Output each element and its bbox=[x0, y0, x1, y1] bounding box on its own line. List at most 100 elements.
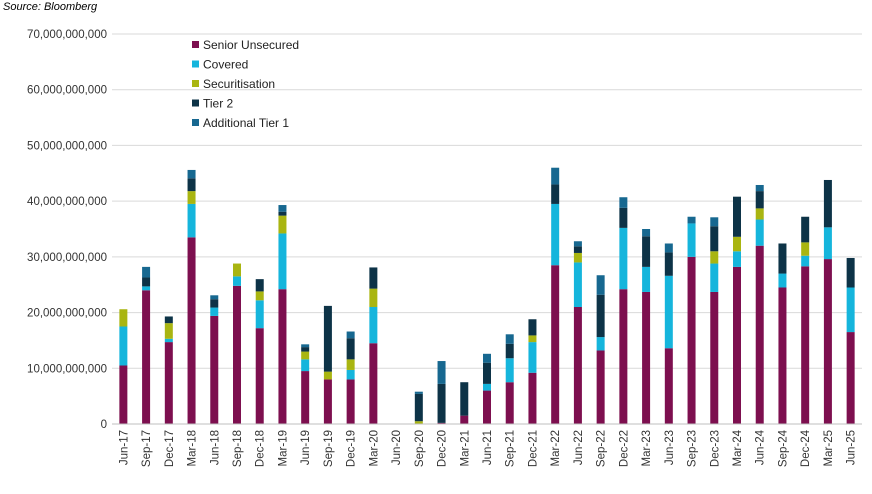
bar-segment bbox=[846, 257, 855, 288]
bar-segment bbox=[619, 207, 628, 228]
bar-segment bbox=[255, 279, 264, 292]
x-tick-label: Jun-19 bbox=[300, 430, 312, 465]
bar-segment bbox=[346, 331, 355, 339]
x-tick-label: Jun-22 bbox=[573, 430, 585, 465]
bar-segment bbox=[573, 246, 582, 253]
bar-segment bbox=[573, 262, 582, 307]
bar-segment bbox=[460, 415, 469, 424]
bar-segment bbox=[710, 291, 719, 424]
bar-segment bbox=[369, 307, 378, 344]
x-tick-label: Jun-17 bbox=[118, 430, 130, 465]
bar-segment bbox=[733, 266, 741, 424]
bar-segment bbox=[323, 379, 332, 424]
bar-segment bbox=[278, 233, 287, 290]
bar-segment bbox=[369, 267, 378, 289]
legend-swatch bbox=[192, 119, 199, 126]
bar-segment bbox=[801, 266, 810, 424]
bar-segment bbox=[755, 191, 764, 209]
bar-segment bbox=[301, 359, 310, 372]
bar-segment bbox=[142, 266, 151, 278]
bar-segment bbox=[437, 422, 446, 424]
x-tick-label: Dec-19 bbox=[346, 430, 358, 467]
bar-segment bbox=[710, 226, 719, 252]
bar-segment bbox=[755, 245, 764, 424]
bar-segment bbox=[823, 227, 832, 260]
bar-segment bbox=[142, 290, 151, 424]
bar-segment bbox=[119, 365, 128, 424]
bar-segment bbox=[778, 273, 787, 288]
x-tick-label: Sep-22 bbox=[596, 430, 608, 467]
x-tick-label: Mar-22 bbox=[550, 430, 562, 466]
bar-segment bbox=[414, 391, 423, 394]
bar-segment bbox=[596, 350, 605, 424]
bar-segment bbox=[755, 208, 764, 220]
x-tick-label: Dec-24 bbox=[800, 429, 812, 467]
bar-segment bbox=[710, 263, 719, 292]
x-tick-label: Dec-23 bbox=[709, 430, 721, 467]
legend-label: Additional Tier 1 bbox=[203, 116, 289, 130]
x-tick-label: Jun-23 bbox=[664, 430, 676, 465]
bar-segment bbox=[369, 343, 378, 424]
bar-segment bbox=[664, 348, 673, 424]
bar-segment bbox=[664, 275, 673, 349]
bar-segment bbox=[255, 291, 264, 301]
bar-segment bbox=[437, 361, 446, 384]
x-tick-label: Sep-19 bbox=[323, 430, 335, 467]
y-axis-ticks: 0 10,000,000,000 20,000,000,000 30,000,000,… bbox=[27, 29, 107, 431]
x-tick-label: Jun-18 bbox=[209, 430, 221, 465]
bar-segment bbox=[233, 285, 241, 424]
bar-segment bbox=[164, 316, 173, 324]
bar-segment bbox=[664, 243, 673, 253]
bar-segment bbox=[619, 227, 628, 290]
x-tick-label: Mar-21 bbox=[459, 430, 471, 466]
bar-segment bbox=[255, 300, 264, 329]
y-tick-label: 70,000,000,000 bbox=[27, 29, 107, 41]
y-tick-label: 20,000,000,000 bbox=[27, 308, 107, 320]
bar-segment bbox=[505, 343, 514, 359]
bar-segment bbox=[164, 342, 173, 424]
bar-segment bbox=[278, 215, 287, 234]
bar-segment bbox=[278, 211, 287, 216]
bar-segment bbox=[755, 219, 764, 246]
bar-segment bbox=[687, 256, 696, 424]
bar-segment bbox=[301, 371, 310, 424]
x-tick-label: Dec-22 bbox=[618, 430, 630, 467]
bar-segment bbox=[619, 289, 628, 424]
bar-segment bbox=[210, 295, 219, 300]
bar-segment bbox=[528, 319, 537, 336]
bar-segment bbox=[642, 229, 651, 237]
bar-segment bbox=[187, 237, 196, 424]
bar-segment bbox=[346, 338, 355, 360]
bar-segment bbox=[823, 259, 832, 424]
bar-segment bbox=[278, 289, 287, 424]
bar-segment bbox=[573, 252, 582, 263]
x-tick-label: Mar-23 bbox=[641, 430, 653, 466]
legend-swatch bbox=[192, 60, 199, 68]
bar-segment bbox=[642, 236, 651, 267]
legend-label: Covered bbox=[203, 58, 248, 72]
bar-segment bbox=[642, 291, 651, 424]
bar-segment bbox=[369, 288, 378, 307]
bar-segment bbox=[414, 421, 423, 424]
x-tick-label: Sep-23 bbox=[687, 430, 699, 467]
bar-segment bbox=[551, 167, 560, 185]
bar-segment bbox=[346, 359, 355, 370]
x-tick-label: Mar-24 bbox=[732, 429, 744, 466]
bar-segment bbox=[255, 328, 264, 424]
bar-segment bbox=[233, 276, 241, 286]
bar-segment bbox=[642, 266, 651, 292]
bar-segment bbox=[483, 390, 491, 424]
legend-swatch bbox=[192, 99, 199, 107]
bar-segment bbox=[233, 263, 241, 277]
bar-segment bbox=[551, 265, 560, 424]
x-tick-label: Mar-25 bbox=[823, 430, 835, 466]
legend-swatch bbox=[192, 41, 199, 48]
legend-label: Tier 2 bbox=[203, 97, 234, 111]
bar-segment bbox=[483, 353, 491, 363]
bar-segment bbox=[460, 382, 469, 416]
bar-segment bbox=[164, 338, 173, 343]
bar-segment bbox=[846, 287, 855, 333]
x-tick-label: Dec-20 bbox=[437, 430, 449, 467]
x-tick-label: Jun-21 bbox=[482, 430, 494, 465]
bar-segment bbox=[710, 251, 719, 264]
